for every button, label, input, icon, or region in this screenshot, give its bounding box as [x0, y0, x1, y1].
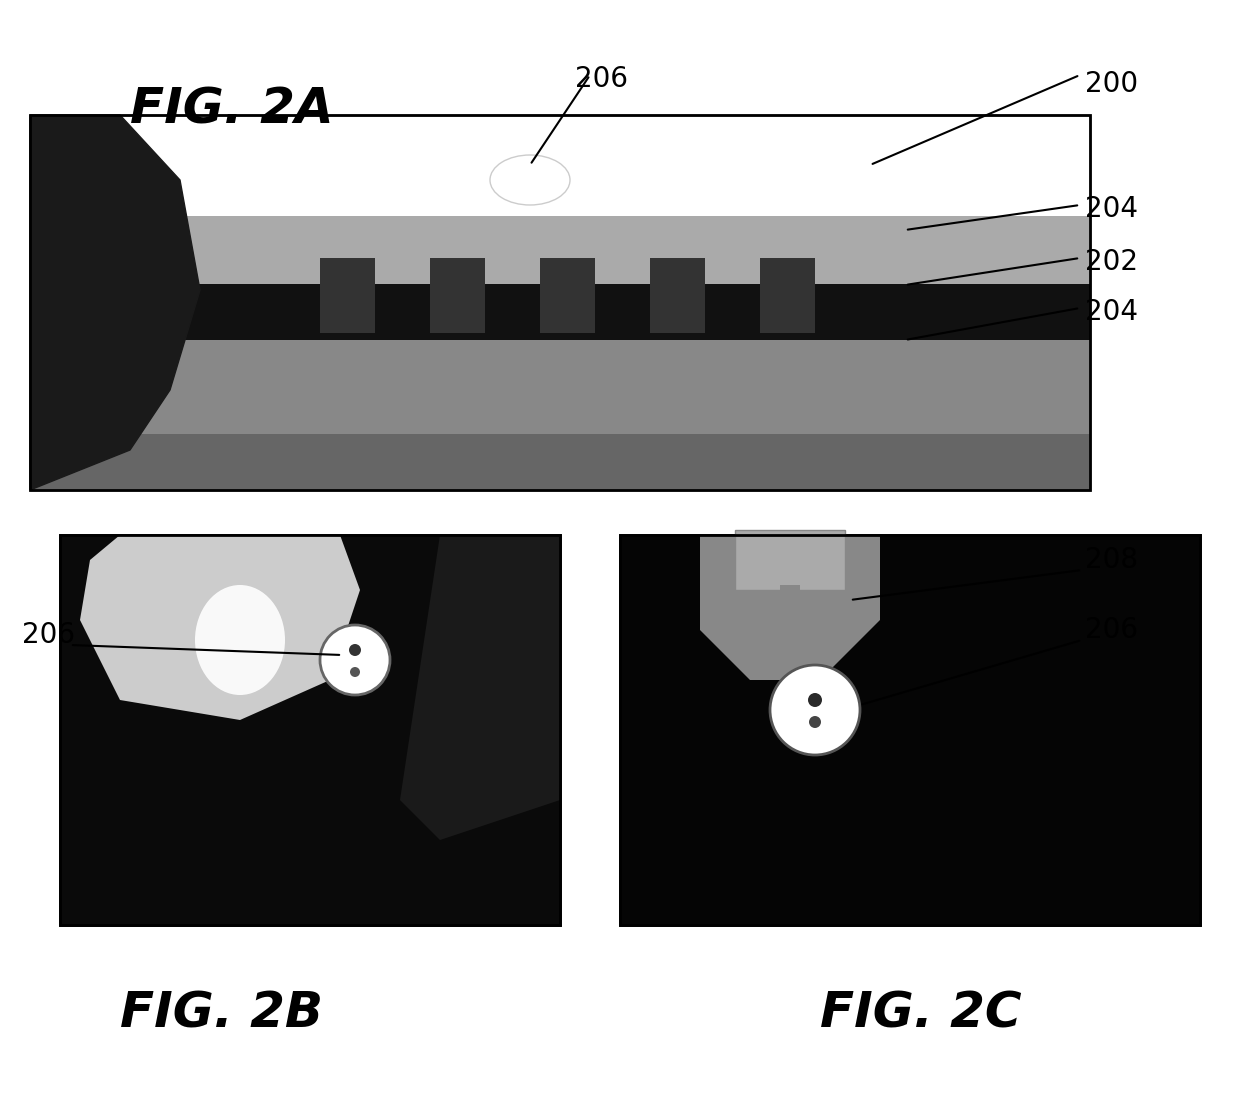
Bar — [620, 535, 1200, 925]
Ellipse shape — [490, 155, 570, 205]
Polygon shape — [701, 535, 880, 680]
Bar — [30, 216, 1090, 284]
Text: 208: 208 — [1085, 546, 1138, 574]
Text: FIG. 2C: FIG. 2C — [820, 989, 1022, 1038]
Bar — [30, 115, 1090, 490]
Text: 206: 206 — [1085, 617, 1138, 644]
Bar — [760, 258, 815, 332]
Circle shape — [348, 644, 361, 656]
Bar — [30, 246, 1090, 340]
Bar — [60, 535, 560, 925]
Polygon shape — [401, 535, 560, 840]
Text: 206: 206 — [575, 65, 627, 93]
Circle shape — [770, 665, 861, 755]
Circle shape — [320, 625, 391, 695]
Bar — [30, 115, 1090, 490]
Bar — [735, 530, 844, 590]
Polygon shape — [81, 535, 360, 720]
Text: FIG. 2B: FIG. 2B — [120, 989, 322, 1038]
Text: 204: 204 — [1085, 298, 1138, 326]
Bar — [650, 258, 706, 332]
Circle shape — [808, 716, 821, 728]
Circle shape — [808, 693, 822, 706]
Bar — [60, 535, 560, 925]
Text: 202: 202 — [1085, 248, 1138, 276]
Bar — [320, 258, 374, 332]
Text: 206: 206 — [22, 621, 74, 649]
Polygon shape — [30, 115, 200, 490]
Text: 200: 200 — [1085, 70, 1138, 98]
Circle shape — [350, 667, 360, 677]
Ellipse shape — [195, 585, 285, 695]
Text: 204: 204 — [1085, 195, 1138, 223]
Bar — [30, 433, 1090, 490]
Bar — [30, 303, 1090, 490]
Text: FIG. 2A: FIG. 2A — [130, 84, 334, 133]
Bar — [780, 585, 800, 640]
Bar — [539, 258, 595, 332]
Bar — [430, 258, 485, 332]
Bar — [620, 535, 1200, 925]
